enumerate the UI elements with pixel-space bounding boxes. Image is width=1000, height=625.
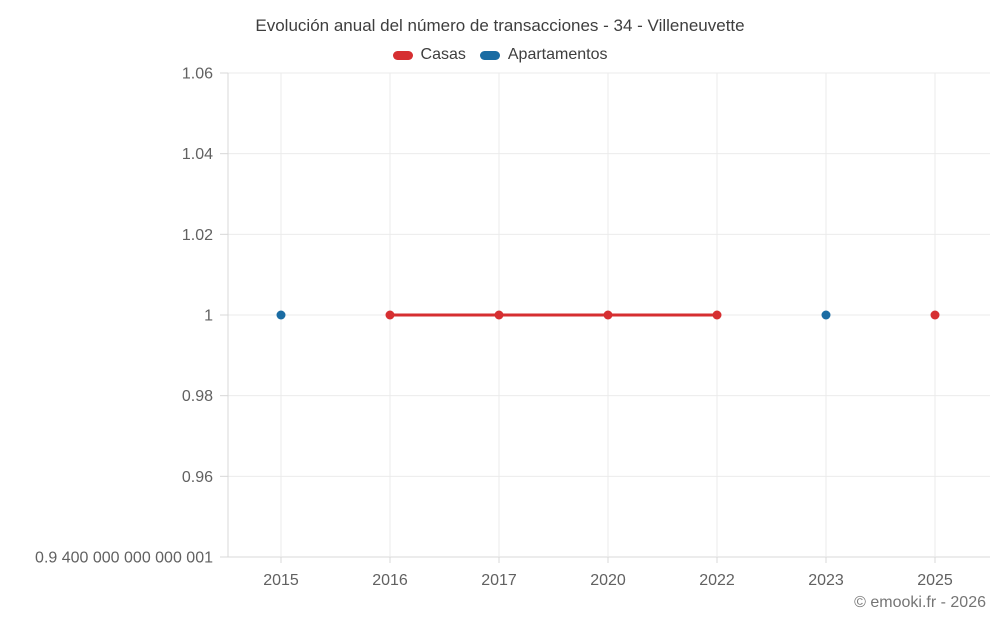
- data-point-casas-2025[interactable]: [930, 310, 940, 320]
- y-tick-label: 0.96: [182, 469, 213, 486]
- x-tick-label: 2016: [372, 572, 408, 589]
- data-point-casas-2017[interactable]: [494, 310, 504, 320]
- x-tick-label: 2023: [808, 572, 844, 589]
- legend-label-casas: Casas: [420, 46, 466, 63]
- x-tick-label: 2020: [590, 572, 626, 589]
- y-tick-label: 1.04: [182, 146, 213, 163]
- legend-item-apartamentos[interactable]: Apartamentos: [479, 46, 608, 64]
- x-tick-label: 2017: [481, 572, 517, 589]
- x-tick-label: 2025: [917, 572, 953, 589]
- x-tick-label: 2022: [699, 572, 735, 589]
- chart-title: Evolución anual del número de transaccio…: [255, 16, 745, 35]
- data-point-casas-2016[interactable]: [385, 310, 395, 320]
- legend-swatch-casas: [392, 50, 413, 60]
- copyright: © emooki.fr - 2026: [854, 594, 986, 611]
- y-tick-label: 1.06: [182, 66, 213, 83]
- data-point-casas-2020[interactable]: [603, 310, 613, 320]
- legend: Casas Apartamentos: [0, 46, 1000, 64]
- y-tick-label: 0.9 400 000 000 000 001: [35, 550, 213, 567]
- data-point-apartamentos-2015[interactable]: [276, 310, 286, 320]
- x-tick-label: 2015: [263, 572, 299, 589]
- legend-label-apartamentos: Apartamentos: [507, 46, 608, 63]
- y-tick-label: 1.02: [182, 227, 213, 244]
- data-point-apartamentos-2023[interactable]: [821, 310, 831, 320]
- data-point-casas-2022[interactable]: [712, 310, 722, 320]
- y-tick-label: 1: [204, 308, 213, 325]
- y-tick-label: 0.98: [182, 388, 213, 405]
- legend-swatch-apartamentos: [479, 50, 500, 60]
- legend-item-casas[interactable]: Casas: [392, 46, 466, 64]
